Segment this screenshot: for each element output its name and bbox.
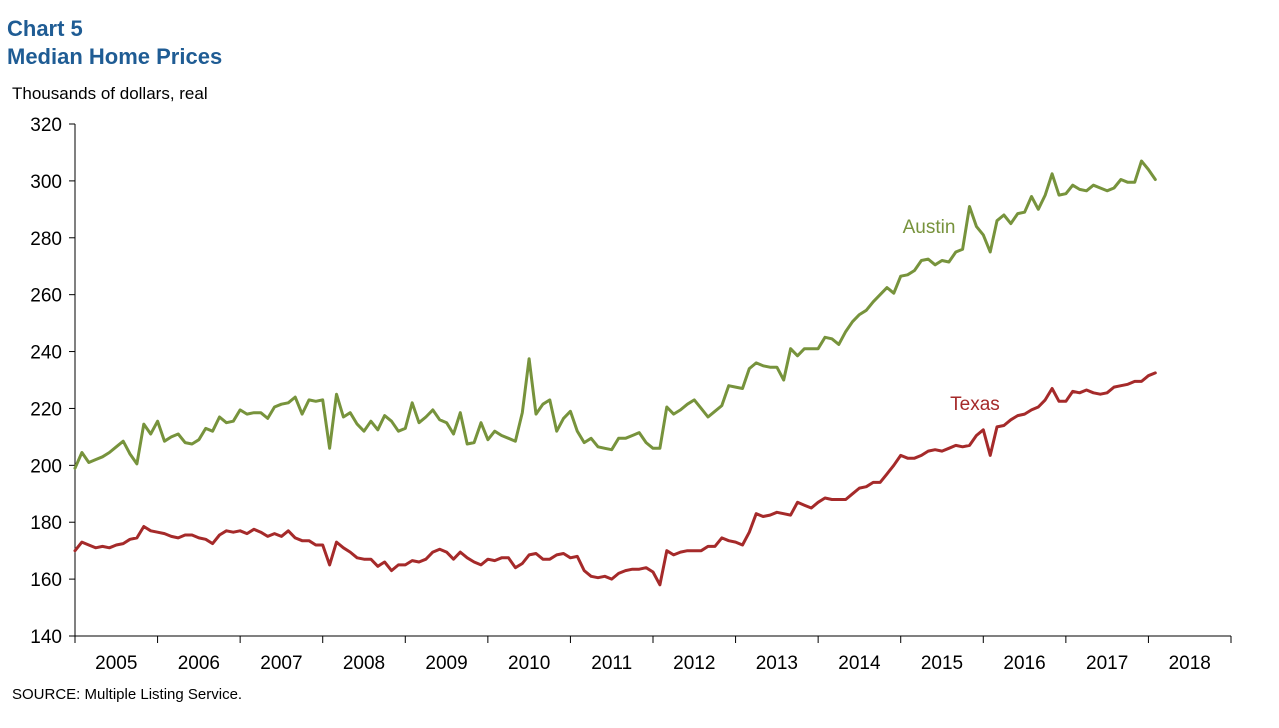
x-tick-label: 2013 (756, 653, 798, 674)
y-tick-label: 260 (30, 286, 62, 307)
y-tick-label: 240 (30, 343, 62, 364)
series-lines (73, 159, 1157, 587)
series-labels: Austin Texas (903, 217, 1000, 415)
series-line-texas (73, 371, 1157, 587)
chart-number: Chart 5 (7, 16, 83, 41)
x-tick-label: 2007 (260, 653, 302, 674)
series-line-austin (73, 159, 1157, 470)
x-tick-label: 2014 (838, 653, 881, 674)
series-label-austin: Austin (903, 217, 956, 238)
y-tick-label: 200 (30, 456, 62, 477)
x-tick-label: 2011 (591, 653, 632, 674)
y-tick-label: 280 (30, 229, 62, 250)
x-tick-label: 2010 (508, 653, 550, 674)
x-tick-label: 2018 (1169, 653, 1211, 674)
y-tick-label: 160 (30, 570, 62, 591)
x-tick-label: 2012 (673, 653, 715, 674)
series-label-texas: Texas (950, 394, 1000, 415)
y-tick-label: 320 (30, 115, 62, 136)
x-tick-label: 2015 (921, 653, 963, 674)
x-tick-label: 2016 (1003, 653, 1045, 674)
x-tick-label: 2017 (1086, 653, 1128, 674)
x-tick-label: 2008 (343, 653, 385, 674)
y-tick-label: 220 (30, 399, 62, 420)
y-tick-label: 300 (30, 172, 62, 193)
y-axis-label: Thousands of dollars, real (12, 84, 208, 103)
y-ticks: 140 160 180 200 220 240 260 280 300 320 (30, 115, 75, 648)
chart-title: Median Home Prices (7, 44, 223, 69)
axes (74, 124, 1231, 637)
x-tick-label: 2005 (95, 653, 137, 674)
y-tick-label: 140 (30, 627, 62, 648)
x-tick-label: 2009 (425, 653, 467, 674)
x-ticks: 2005 2006 2007 2008 2009 2010 2011 2012 2013 2014… (74, 636, 1232, 674)
source-note: SOURCE: Multiple Listing Service. (12, 686, 243, 703)
y-tick-label: 180 (30, 513, 62, 534)
x-tick-label: 2006 (178, 653, 220, 674)
